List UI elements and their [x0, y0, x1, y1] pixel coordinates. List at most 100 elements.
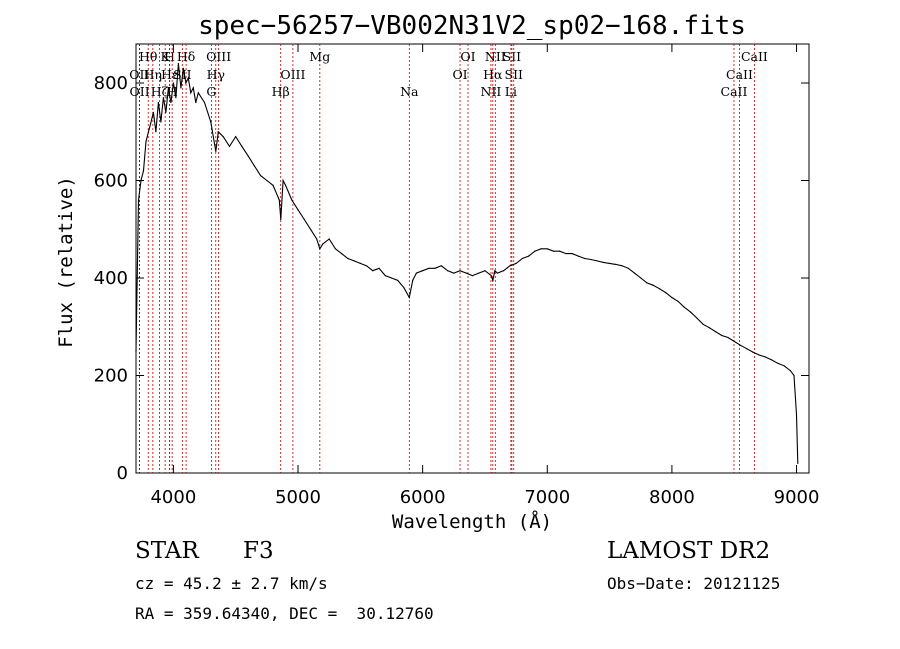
spectrum-point-27	[210, 121, 212, 123]
spectrum-point-8	[155, 131, 157, 133]
observation-date: Obs−Date: 20121125	[607, 574, 781, 593]
spectral-line-label-5: Hη	[144, 67, 162, 82]
spectrum-point-11	[162, 97, 164, 99]
spectrum-point-41	[282, 179, 284, 182]
spectrum-point-63	[408, 296, 410, 299]
object-class: STAR	[135, 538, 199, 564]
spectral-line-label-3: Hδ	[177, 49, 195, 64]
spectrum-point-113	[702, 323, 704, 325]
spectrum-point-57	[372, 270, 374, 272]
spectral-line-label-6: Hε	[161, 67, 178, 82]
x-tick-label-1: 5000	[275, 487, 321, 508]
spectrum-point-100	[621, 265, 623, 267]
spectrum-point-117	[727, 336, 729, 339]
spectrum-point-54	[353, 260, 355, 262]
spectrum-point-85	[528, 255, 530, 257]
x-tick-label-3: 7000	[524, 487, 570, 508]
spectrum-point-17	[177, 62, 179, 65]
spectrum-point-66	[422, 270, 424, 272]
spectral-line-label-12: Hγ	[207, 67, 225, 82]
x-axis-label: Wavelength (Å)	[392, 510, 552, 533]
spectral-line-label-16: Mg	[309, 49, 330, 64]
redshift-velocity: cz = 45.2 ± 2.7 km/s	[135, 574, 328, 593]
spectrum-point-122	[758, 354, 760, 356]
spectrum-point-52	[341, 253, 343, 255]
spectral-line-label-0: Hθ	[139, 49, 157, 64]
spectrum-point-59	[384, 275, 386, 277]
spectrum-point-34	[247, 155, 249, 157]
spectrum-point-111	[690, 311, 692, 313]
spectrum-point-75	[478, 272, 480, 274]
spectrum-point-121	[752, 351, 754, 353]
spectrum-point-88	[546, 248, 548, 250]
spectrum-point-104	[646, 282, 648, 284]
spectrum-point-73	[465, 272, 467, 274]
spectral-line-label-25: Li	[505, 84, 517, 99]
spectral-line-label-21: SII	[503, 49, 522, 64]
spectrum-point-49	[322, 243, 324, 245]
spectral-line-label-24: NII	[481, 84, 502, 99]
spectrum-point-114	[708, 327, 710, 329]
spectrum-point-105	[652, 284, 654, 286]
spectrum-point-62	[403, 287, 405, 289]
spectrum-point-128	[793, 374, 795, 377]
spectrum-point-70	[447, 270, 449, 272]
spectral-line-label-22: Hα	[483, 67, 503, 82]
spectrum-point-16	[175, 97, 177, 99]
spectrum-point-97	[602, 261, 605, 263]
spectrum-point-58	[378, 267, 380, 269]
spectrum-point-118	[733, 340, 735, 342]
plot-frame	[135, 43, 810, 474]
spectrum-point-96	[596, 260, 598, 262]
spectrum-point-6	[150, 121, 152, 123]
spectral-line-label-20: NII	[485, 49, 506, 64]
spectrum-point-23	[192, 87, 194, 89]
spectrum-point-14	[170, 101, 172, 104]
spectrum-point-9	[157, 101, 159, 104]
spectrum-point-29	[217, 131, 219, 133]
spectrum-point-55	[359, 262, 361, 264]
spectrum-point-40	[280, 218, 282, 221]
spectrum-point-90	[559, 250, 561, 252]
spectrum-point-13	[167, 87, 169, 89]
spectrum-point-1	[137, 199, 140, 201]
spectrum-point-107	[665, 292, 667, 294]
spectrum-point-4	[145, 140, 147, 143]
spectral-line-label-8: OII	[130, 84, 150, 99]
spectrum-point-69	[440, 265, 442, 267]
spectral-line-label-27: CaII	[726, 67, 753, 82]
spectrum-point-98	[609, 262, 611, 264]
x-tick-label-0: 4000	[150, 487, 196, 508]
spectrum-point-79	[494, 270, 496, 272]
spectrum-point-7	[152, 111, 154, 113]
spectrum-point-42	[285, 184, 287, 186]
spectrum-point-108	[671, 296, 673, 299]
spectrum-point-130	[797, 462, 799, 464]
spectrum-point-64	[412, 279, 414, 281]
spectrum-point-12	[165, 111, 167, 113]
spectrum-point-5	[147, 131, 150, 133]
spectrum-point-21	[187, 77, 189, 79]
spectrum-point-124	[771, 359, 773, 361]
spectrum-point-26	[203, 101, 206, 104]
spectrum-point-32	[235, 136, 237, 138]
spectrum-point-3	[142, 170, 145, 172]
spectrum-point-43	[291, 199, 293, 201]
spectrum-point-103	[640, 277, 642, 279]
y-tick-label-0: 0	[117, 463, 128, 484]
x-tick-label-4: 8000	[649, 487, 695, 508]
y-tick-label-2: 400	[94, 268, 128, 289]
spectrum-point-89	[552, 250, 555, 252]
spectrum-point-115	[714, 331, 717, 333]
spectral-line-label-9: Hζ	[151, 84, 169, 99]
spectrum-point-92	[571, 253, 573, 255]
spectrum-point-127	[789, 370, 791, 372]
spectrum-point-33	[241, 145, 243, 147]
spectrum-point-19	[182, 67, 184, 69]
spectrum-point-106	[658, 288, 661, 290]
spectral-line-label-18: OI	[460, 49, 475, 64]
spectrum-point-25	[197, 92, 199, 94]
spectrum-point-0	[135, 350, 137, 352]
